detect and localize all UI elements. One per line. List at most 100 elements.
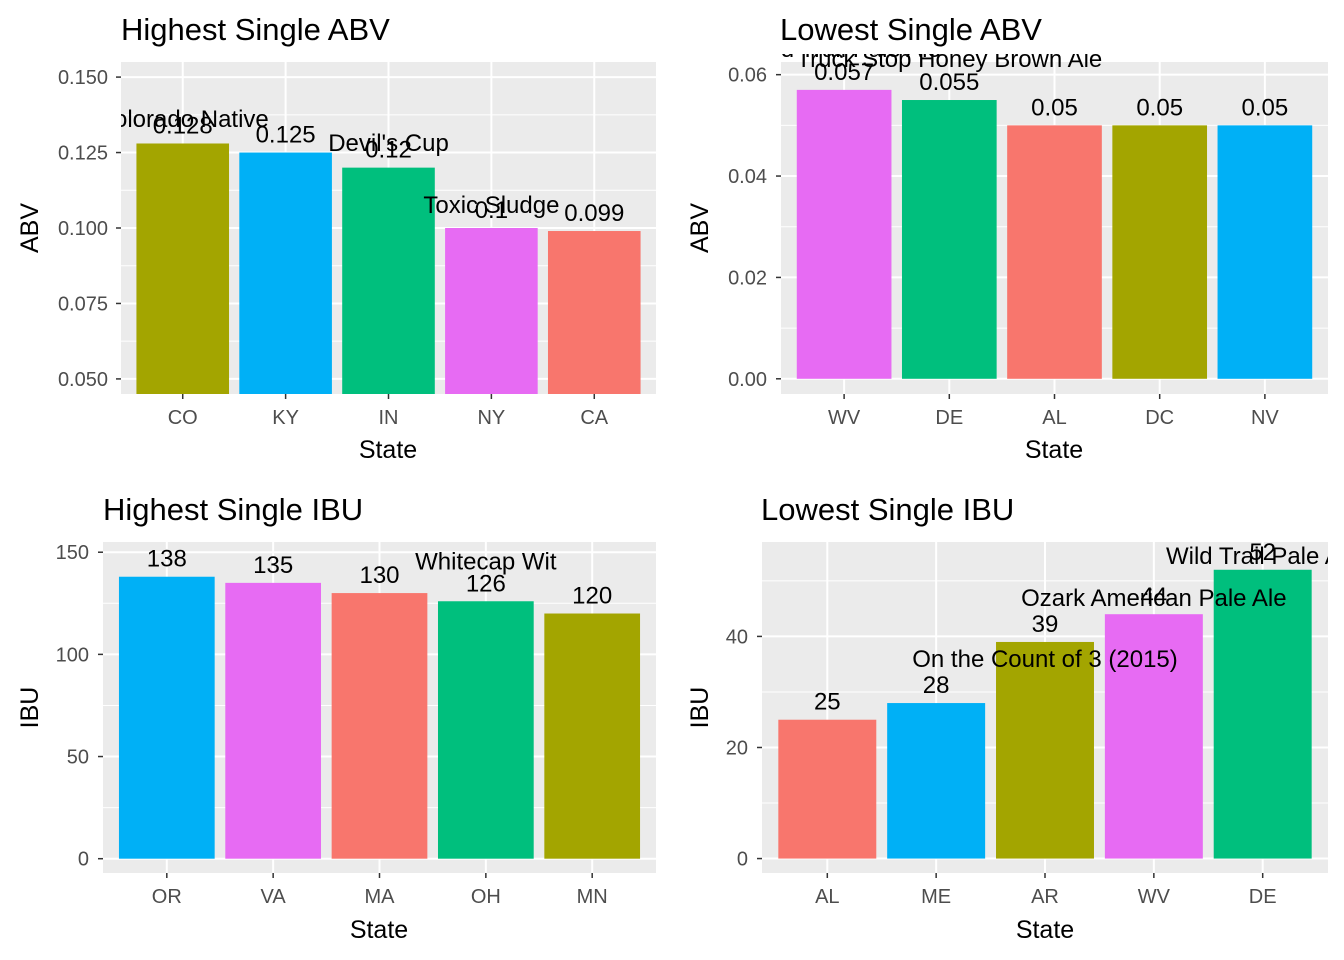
beer-name-labels: Colorado Native Devil's Cup Toxic Sludge xyxy=(97,106,559,219)
y-tick-label: 0.150 xyxy=(58,67,108,89)
x-axis-title: State xyxy=(359,436,417,464)
x-tick-label: ME xyxy=(921,886,951,908)
y-axis-title: IBU xyxy=(686,687,714,729)
x-tick-label: OR xyxy=(152,886,182,908)
beer-name-label: On the Count of 3 (2015) xyxy=(912,646,1178,673)
value-label-WV: 0.057 xyxy=(814,59,874,86)
x-tick-label: MA xyxy=(365,886,396,908)
y-tick-label: 0.04 xyxy=(728,166,767,188)
y-tick-label: 0 xyxy=(78,849,89,871)
bar-AL xyxy=(1007,125,1102,379)
value-label-ME: 28 xyxy=(923,672,950,699)
x-tick-label: DE xyxy=(1249,886,1277,908)
chart-title: Highest Single IBU xyxy=(103,492,363,527)
y-axis-title: ABV xyxy=(16,203,44,253)
bar-IN xyxy=(342,167,435,394)
y-tick-label: 0.02 xyxy=(728,267,767,289)
beer-name-label: Whitecap Wit xyxy=(415,549,557,576)
x-axis-title: State xyxy=(1025,436,1083,464)
bar-OH xyxy=(437,601,534,859)
bar-ME xyxy=(887,703,986,859)
value-label-DE: 52 xyxy=(1249,539,1276,566)
beer-name-label: Wild Trail Pale Ale xyxy=(747,36,940,63)
x-tick-label: NY xyxy=(477,407,505,429)
x-tick-label: OH xyxy=(471,886,501,908)
beer-name-labels: Whitecap Wit xyxy=(415,549,557,576)
bar-DE xyxy=(1213,569,1312,859)
x-tick-label: CA xyxy=(580,407,608,429)
beer-name-labels: On the Count of 3 (2015) Ozark American P… xyxy=(912,543,1344,673)
bar-WV xyxy=(1104,614,1203,859)
x-tick-label: WV xyxy=(828,407,861,429)
bar-AL xyxy=(778,719,877,859)
bar-AR xyxy=(996,641,1094,859)
y-tick-label: 0.075 xyxy=(58,293,108,315)
bar-CO xyxy=(136,143,230,394)
value-labels: 0.057 0.055 0.05 0.05 0.05 xyxy=(814,59,1288,121)
bar-KY xyxy=(239,152,332,394)
y-tick-label: 0.00 xyxy=(728,369,767,391)
bar-WV xyxy=(796,89,892,379)
bar-DC xyxy=(1112,125,1208,379)
value-label-VA: 135 xyxy=(253,552,293,579)
y-tick-label: 0 xyxy=(737,849,748,871)
beer-name-label: Ozark American Pale Ale xyxy=(1021,585,1286,612)
bar-NY xyxy=(445,228,538,394)
x-tick-label: AR xyxy=(1031,886,1059,908)
value-labels: 138 135 130 126 120 xyxy=(147,546,612,610)
beer-name-label: Toxic Sludge xyxy=(423,192,559,219)
value-label-AL: 25 xyxy=(814,689,841,716)
chart-title: Highest Single ABV xyxy=(121,12,390,47)
x-tick-label: VA xyxy=(261,886,287,908)
value-label-AL: 0.05 xyxy=(1031,94,1078,121)
value-label-OR: 138 xyxy=(147,546,187,573)
chart-panel-3: 0 50 100 150 OR VA MA OH MN 138 135 130 126 120 Whitec… xyxy=(16,492,656,944)
x-tick-label: NV xyxy=(1251,407,1279,429)
y-tick-label: 0.06 xyxy=(728,65,767,87)
bars xyxy=(778,569,1312,859)
x-tick-label: CO xyxy=(168,407,198,429)
value-label-MA: 130 xyxy=(359,562,399,589)
beer-name-label: Colorado Native xyxy=(97,106,269,133)
value-label-KY: 0.125 xyxy=(256,122,316,149)
bars xyxy=(118,576,641,859)
x-tick-label: DE xyxy=(935,407,963,429)
y-tick-label: 50 xyxy=(67,747,89,769)
value-label-WV: 44 xyxy=(1140,583,1167,610)
bar-OR xyxy=(118,576,215,859)
bar-NV xyxy=(1217,125,1313,379)
y-tick-label: 100 xyxy=(56,644,89,666)
beer-name-label: Devil's Cup xyxy=(328,130,449,157)
value-label-MN: 120 xyxy=(572,583,612,610)
value-label-NV: 0.05 xyxy=(1242,94,1289,121)
bar-MN xyxy=(544,613,641,859)
value-label-AR: 39 xyxy=(1032,611,1059,638)
x-tick-label: AL xyxy=(815,886,839,908)
y-axis-title: IBU xyxy=(16,687,44,729)
x-tick-label: IN xyxy=(379,407,399,429)
y-tick-label: 0.125 xyxy=(58,143,108,165)
y-tick-label: 0.100 xyxy=(58,218,108,240)
x-tick-label: MN xyxy=(577,886,608,908)
bar-MA xyxy=(331,593,428,859)
x-axis-title: State xyxy=(350,916,408,944)
bars xyxy=(796,89,1313,379)
value-label-CA: 0.099 xyxy=(564,200,624,227)
value-label-OH: 126 xyxy=(466,570,506,597)
chart-title: Lowest Single ABV xyxy=(780,12,1042,47)
bars xyxy=(136,143,641,394)
beer-name-label: Truck Stop Honey Brown Ale xyxy=(796,46,1102,73)
y-tick-label: 40 xyxy=(726,626,748,648)
value-labels: 0.128 0.125 0.12 0.1 0.099 xyxy=(153,112,625,227)
beer-name-label: Wild Trail Pale Ale xyxy=(1166,543,1344,570)
value-label-IN: 0.12 xyxy=(365,137,412,164)
value-label-DC: 0.05 xyxy=(1136,94,1183,121)
value-labels: 25 28 39 44 52 xyxy=(814,539,1276,716)
x-tick-label: WV xyxy=(1138,886,1171,908)
x-tick-label: DC xyxy=(1145,407,1174,429)
y-tick-label: 20 xyxy=(726,737,748,759)
